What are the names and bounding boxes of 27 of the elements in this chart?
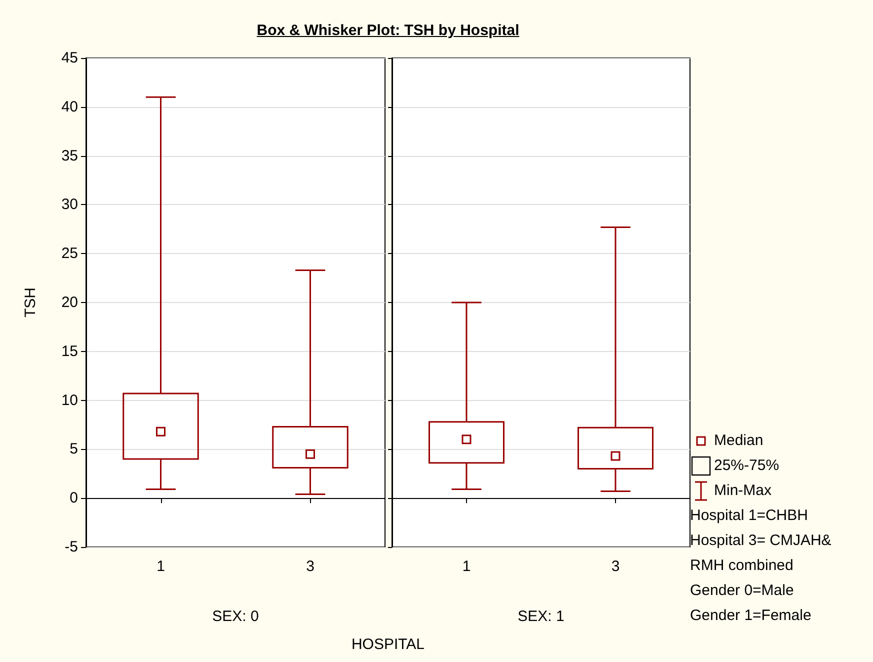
chart-title: Box & Whisker Plot: TSH by Hospital [256,22,520,39]
y-tick-label: 15 [61,342,78,360]
text: 25%-75% [714,456,780,476]
x-axis-title: SEX: 0 [212,608,259,625]
x-tick-label: 3 [306,558,314,575]
text: Median [714,431,764,451]
text: Min-Max [714,481,773,501]
y-axis-title: TSH [22,288,39,318]
annotation: Hospital 3= CMJAH& RMH combined [690,531,832,576]
y-tick-label: 10 [61,392,78,409]
text: Gender 1=Female [690,606,812,626]
x-tick-label: 1 [156,558,165,575]
text: HOSPITAL [350,636,426,653]
annotation: Hospital 1=CHBH [690,506,809,526]
x-axis-title: SEX: 1 [518,608,564,625]
text: Gender 0=Male [690,581,795,601]
y-tick-label: -5 [64,538,78,556]
y-tick-label: 0 [70,490,78,507]
y-tick-label: 30 [61,196,78,214]
x-tick-label: 3 [611,558,620,575]
y-tick-label: 25 [61,245,78,262]
y-tick-label: 45 [61,50,78,66]
y-tick-label: 20 [61,294,78,311]
y-tick-label: 5 [70,440,78,458]
y-tick-label: 35 [61,147,78,164]
y-tick-label: 40 [61,98,78,116]
x-tick-label: 1 [462,558,471,575]
